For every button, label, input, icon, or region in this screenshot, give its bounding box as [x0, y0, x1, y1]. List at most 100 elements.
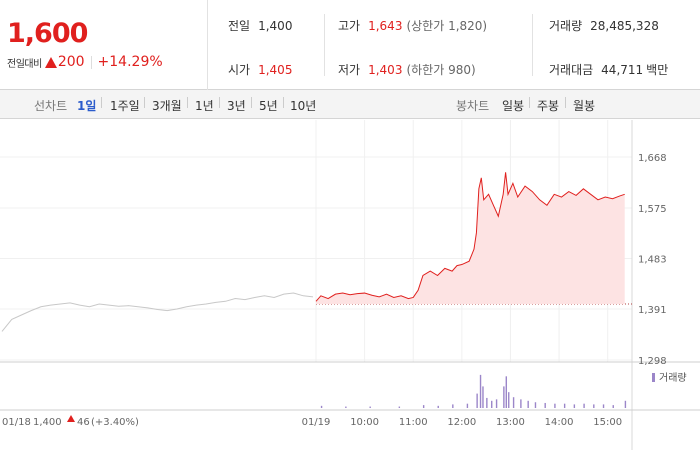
- y-tick-label: 1,391: [638, 305, 667, 316]
- candle-chart-label: 봉차트: [456, 99, 490, 113]
- divider: [144, 97, 145, 108]
- prev-day-line: [1, 292, 314, 332]
- price-box: 1,600 전일대비 200 +14.29%: [0, 0, 208, 90]
- amount-value: 44,711: [601, 63, 644, 77]
- tab-1week[interactable]: 1주일: [110, 99, 140, 113]
- x-tick-label: 13:00: [496, 417, 525, 428]
- volume-bar: [520, 399, 522, 408]
- volume-bar: [563, 403, 566, 408]
- tab-5year[interactable]: 5년: [259, 99, 278, 113]
- volume-bar: [527, 400, 529, 408]
- amount-unit: 백만: [646, 63, 669, 77]
- open-value: 1,405: [258, 63, 293, 77]
- y-tick-label: 1,668: [638, 153, 667, 164]
- x-tick-label: 10:00: [350, 417, 379, 428]
- volume-bar: [503, 386, 505, 408]
- low-label: 저가: [338, 63, 361, 77]
- tab-weekly-candle[interactable]: 주봉: [537, 99, 560, 113]
- tab-daily-candle[interactable]: 일봉: [502, 99, 525, 113]
- up-triangle-icon: [67, 415, 75, 422]
- volume-bar: [466, 403, 469, 408]
- prev-day-change: 46: [77, 417, 90, 428]
- up-triangle-icon: [44, 56, 57, 68]
- prev-close-stat: 전일 1,400: [228, 17, 292, 34]
- volume-bar: [593, 404, 595, 408]
- volume-bar: [554, 403, 556, 408]
- volume-stat: 거래량 28,485,328: [549, 17, 659, 34]
- upper-limit: (상한가 1,820): [406, 19, 488, 33]
- divider: [283, 97, 284, 108]
- divider: [565, 97, 566, 108]
- intraday-chart[interactable]: 1,668 1,575 1,483 1,391 1,298 거래량 01/18 1,400…: [0, 120, 700, 450]
- volume-bar: [624, 400, 627, 408]
- change-label: 전일대비: [7, 58, 42, 70]
- divider: [251, 97, 252, 108]
- x-tick-label: 01/19: [302, 417, 331, 428]
- volume-bar: [476, 393, 478, 408]
- volume-bar: [612, 405, 614, 408]
- volume-bar: [544, 402, 546, 408]
- open-stat: 시가 1,405: [228, 61, 292, 78]
- volume-bar: [491, 400, 493, 408]
- tab-1day[interactable]: 1일: [77, 99, 97, 113]
- x-tick-label: 11:00: [399, 417, 428, 428]
- prev-close-value: 1,400: [258, 19, 293, 33]
- high-label: 고가: [338, 19, 361, 33]
- volume-bar: [602, 404, 605, 408]
- volume-legend-label: 거래량: [659, 372, 687, 384]
- tab-monthly-candle[interactable]: 월봉: [573, 99, 596, 113]
- x-tick-label: 01/18: [2, 417, 31, 428]
- volume-bar: [505, 376, 507, 408]
- quote-summary: 1,600 전일대비 200 +14.29% 전일 1,400 시가 1,405 고…: [0, 0, 700, 90]
- tab-3year[interactable]: 3년: [227, 99, 246, 113]
- chart-period-tabs: 선차트 1일 1주일 3개월 1년 3년 5년 10년 봉차트 일봉 주봉 월봉: [0, 90, 700, 119]
- y-tick-label: 1,575: [638, 204, 667, 215]
- volume-bar: [479, 374, 482, 408]
- change-value: 200: [57, 54, 85, 70]
- amount-stat: 거래대금 44,711 백만: [549, 61, 668, 78]
- open-label: 시가: [228, 63, 251, 77]
- x-tick-label: 15:00: [593, 417, 622, 428]
- amount-label: 거래대금: [549, 63, 594, 77]
- volume-bar: [512, 397, 515, 408]
- volume-bar: [398, 406, 401, 408]
- lower-limit: (하한가 980): [406, 63, 476, 77]
- volume-bar: [482, 386, 484, 408]
- today-area-fill: [316, 172, 625, 305]
- divider: [529, 97, 530, 108]
- volume-bar: [345, 406, 347, 408]
- tab-10year[interactable]: 10년: [290, 99, 317, 113]
- divider: [532, 14, 533, 76]
- x-tick-label: 14:00: [545, 417, 574, 428]
- y-tick-label: 1,483: [638, 255, 667, 266]
- current-price: 1,600: [7, 18, 88, 49]
- volume-label: 거래량: [549, 19, 583, 33]
- divider: [324, 14, 325, 76]
- change-line: 전일대비 200 +14.29%: [7, 54, 163, 70]
- tab-3month[interactable]: 3개월: [152, 99, 182, 113]
- prev-day-change-pct: (+3.40%): [91, 417, 139, 428]
- high-stat: 고가 1,643 (상한가 1,820): [338, 17, 487, 34]
- low-value: 1,403: [368, 63, 403, 77]
- divider: [187, 97, 188, 108]
- divider: [101, 97, 102, 108]
- x-tick-label: 12:00: [447, 417, 476, 428]
- volume-bar: [534, 402, 537, 408]
- divider: [90, 55, 92, 69]
- volume-bar: [437, 405, 439, 408]
- prev-close-label: 전일: [228, 19, 251, 33]
- high-value: 1,643: [368, 19, 403, 33]
- volume-bar: [508, 392, 510, 408]
- change-percent: +14.29%: [97, 54, 163, 70]
- volume-bar: [320, 405, 323, 408]
- volume-bar: [495, 399, 498, 408]
- volume-bar: [573, 404, 576, 408]
- volume-legend-swatch: [652, 373, 655, 382]
- tab-1year[interactable]: 1년: [195, 99, 214, 113]
- volume-value: 28,485,328: [590, 19, 659, 33]
- volume-bar: [486, 397, 488, 408]
- low-stat: 저가 1,403 (하한가 980): [338, 61, 476, 78]
- today-price-line: [315, 172, 625, 302]
- prev-day-close: 1,400: [33, 417, 62, 428]
